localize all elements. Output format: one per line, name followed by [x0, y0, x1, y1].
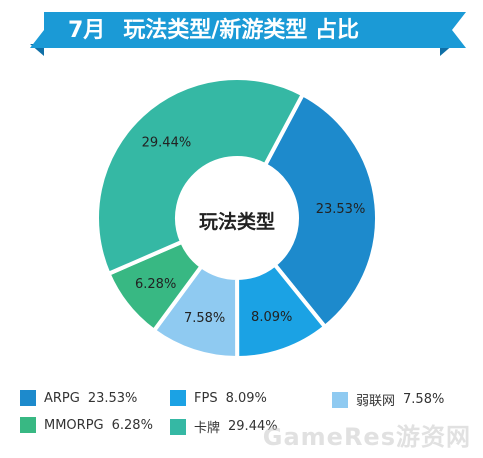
- donut-hole: [177, 158, 297, 278]
- legend-label: 卡牌: [194, 421, 221, 436]
- title-month: 7月: [68, 18, 106, 43]
- legend-item-arpg: ARPG 23.53%: [20, 390, 137, 406]
- legend-label: FPS: [194, 390, 218, 406]
- slice-label-弱联网: 7.58%: [184, 311, 225, 326]
- donut-center-label: 玩法类型: [199, 210, 275, 233]
- legend-swatch: [20, 417, 36, 433]
- legend-item-weak-network: 弱联网 7.58%: [332, 390, 444, 409]
- legend-value: 23.53%: [87, 390, 138, 406]
- title-banner: [30, 12, 466, 56]
- legend-item-mmorpg: MMORPG 6.28%: [20, 417, 153, 433]
- banner-ribbon: [30, 12, 466, 48]
- chart-legend: ARPG 23.53% FPS 8.09% 弱联网 7.58% MMORPG 6…: [0, 380, 483, 458]
- legend-swatch: [332, 391, 348, 408]
- legend-value: 29.44%: [228, 419, 278, 434]
- legend-label: MMORPG: [44, 417, 104, 433]
- legend-label: 弱联网: [356, 394, 396, 409]
- chart-title: 7月 玩法类型/新游类型 占比: [68, 14, 359, 48]
- watermark: GameRes游资网: [262, 423, 471, 451]
- legend-value: 8.09%: [225, 390, 267, 406]
- donut-slices: [95, 76, 379, 361]
- donut-chart: 23.53% 8.09% 7.58% 6.28% 29.44% 玩法类型: [95, 76, 379, 361]
- slice-label-fps: 8.09%: [251, 310, 292, 325]
- legend-value: 6.28%: [111, 417, 153, 433]
- legend-value: 7.58%: [403, 392, 445, 407]
- slice-labels: 23.53% 8.09% 7.58% 6.28% 29.44%: [135, 136, 365, 326]
- legend-swatch: [170, 418, 186, 435]
- legend-item-fps: FPS 8.09%: [170, 390, 267, 406]
- title-text: 玩法类型/新游类型 占比: [123, 18, 360, 43]
- slice-label-卡牌: 29.44%: [142, 136, 192, 151]
- legend-swatch: [170, 390, 186, 406]
- legend-item-card: 卡牌 29.44%: [170, 417, 278, 436]
- slice-label-mmorpg: 6.28%: [135, 277, 176, 292]
- slice-label-arpg: 23.53%: [316, 202, 366, 217]
- legend-label: ARPG: [44, 390, 80, 406]
- legend-swatch: [20, 390, 36, 406]
